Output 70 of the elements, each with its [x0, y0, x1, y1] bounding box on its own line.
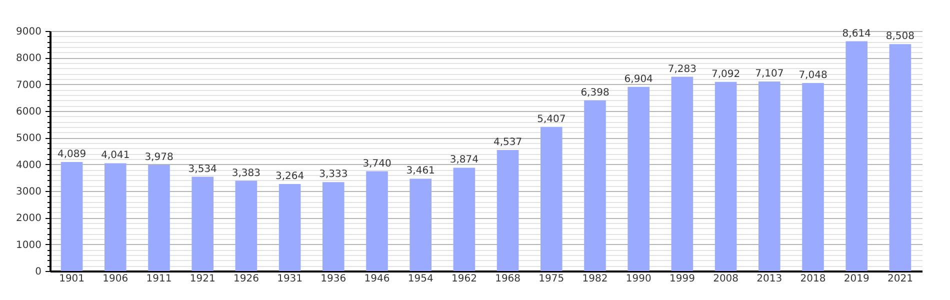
bar — [496, 150, 519, 271]
x-tick-label: 1975 — [538, 274, 564, 284]
bar — [192, 176, 214, 271]
bar — [889, 44, 912, 271]
data-label: 4,089 — [57, 148, 86, 160]
x-tick-label: 1921 — [190, 274, 216, 284]
data-label: 6,904 — [624, 74, 653, 85]
bar — [104, 163, 126, 271]
bar — [802, 83, 824, 271]
bar — [410, 178, 432, 271]
bar — [846, 41, 868, 271]
y-tick-label: 4000 — [16, 160, 42, 171]
data-label: 3,264 — [275, 170, 304, 182]
bar — [453, 168, 476, 271]
x-tick-label: 1982 — [582, 274, 608, 284]
data-label: 7,092 — [711, 68, 740, 80]
x-tick-label: 1906 — [102, 274, 128, 284]
bar — [584, 100, 606, 271]
y-tick-label: 8000 — [16, 53, 42, 64]
x-tick-label: 2018 — [800, 274, 826, 284]
x-tick-label: 1999 — [669, 274, 695, 284]
data-label: 7,283 — [668, 64, 697, 75]
bar — [628, 86, 650, 271]
data-label: 5,407 — [537, 114, 566, 125]
bar — [366, 171, 388, 271]
data-label: 4,041 — [101, 150, 130, 162]
x-tick-label: 1954 — [408, 274, 434, 284]
x-tick-label: 1962 — [451, 274, 477, 284]
x-tick-label: 1901 — [59, 274, 85, 284]
bar — [278, 184, 301, 271]
data-label: 6,398 — [580, 87, 610, 98]
data-label: 8,508 — [886, 31, 915, 42]
data-label: 3,874 — [450, 154, 479, 166]
bar — [758, 81, 780, 271]
y-tick-label: 3000 — [16, 186, 42, 198]
y-tick-label: 6000 — [16, 106, 42, 118]
x-tick-label: 1911 — [146, 274, 172, 284]
bar — [60, 162, 83, 271]
y-tick-label: 5000 — [16, 133, 42, 144]
y-tick-label: 7000 — [16, 80, 42, 91]
data-label: 3,333 — [319, 169, 348, 180]
bar — [322, 182, 344, 271]
data-label: 4,537 — [493, 137, 522, 148]
bar — [714, 82, 737, 271]
x-tick-label: 1931 — [277, 274, 303, 284]
data-label: 8,614 — [842, 28, 871, 40]
x-tick-label: 1968 — [495, 274, 521, 284]
y-tick-label: 2000 — [16, 213, 42, 224]
data-label: 3,461 — [406, 166, 435, 177]
x-tick-label: 1936 — [320, 274, 346, 284]
x-tick-label: 1926 — [233, 274, 259, 284]
data-label: 3,383 — [232, 168, 261, 179]
x-tick-label: 2008 — [713, 274, 739, 284]
bar — [540, 126, 562, 271]
data-label: 3,978 — [144, 152, 174, 163]
bar — [235, 180, 258, 271]
y-tick-label: 1000 — [16, 240, 42, 251]
x-tick-label: 1990 — [626, 274, 652, 284]
x-tick-label: 2013 — [756, 274, 782, 284]
data-label: 7,107 — [755, 68, 784, 80]
y-tick-label: 9000 — [16, 26, 42, 38]
x-tick-label: 2019 — [844, 274, 870, 284]
x-tick-label: 1946 — [364, 274, 390, 284]
data-label: 3,740 — [362, 158, 392, 170]
data-label: 7,048 — [798, 70, 828, 82]
y-tick-label: 0 — [35, 266, 42, 278]
data-label: 3,534 — [188, 164, 217, 175]
x-tick-label: 2021 — [887, 274, 913, 284]
bar — [148, 164, 170, 271]
bar — [671, 76, 694, 271]
